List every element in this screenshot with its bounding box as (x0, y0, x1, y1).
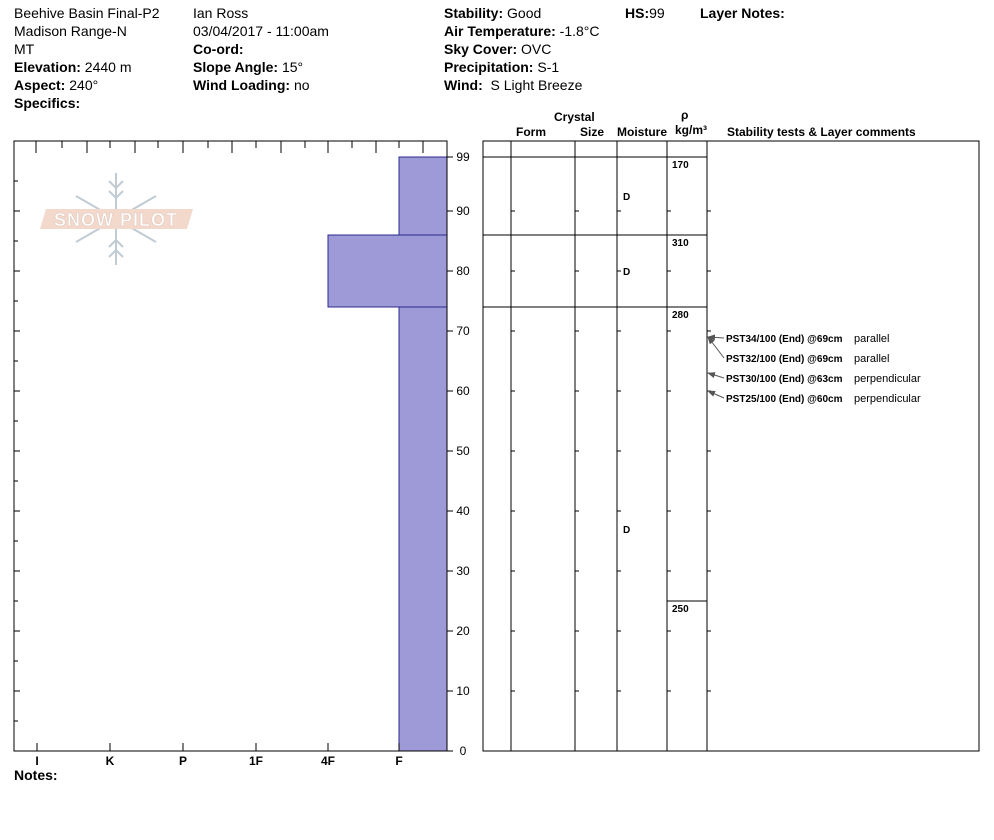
air-temp-label: Air Temperature: (444, 23, 556, 39)
stability-test-comment: parallel (854, 353, 889, 365)
moisture-label: D (623, 192, 630, 203)
height-tick-label: 80 (456, 264, 470, 278)
test-arrow (707, 372, 725, 379)
slope-value: 15° (281, 59, 304, 75)
stability-test-comment: perpendicular (854, 373, 921, 385)
location: Beehive Basin Final-P2 (14, 5, 160, 21)
test-arrow (707, 390, 725, 399)
hs: HS:99 (625, 4, 665, 22)
specifics-label: Specifics: (14, 95, 81, 111)
stability-test-comment: perpendicular (854, 393, 921, 405)
wind-value: S Light Breeze (490, 77, 583, 93)
air-temp-value: -1.8°C (559, 23, 600, 39)
notes: Notes: (14, 766, 58, 784)
aspect-value: 240° (69, 77, 99, 93)
height-tick-label: 99 (456, 150, 470, 164)
precip-value: S-1 (537, 59, 560, 75)
layer-table-frame (482, 140, 980, 752)
rho-header: ρ (681, 108, 689, 122)
elevation: Elevation: 2440 m (14, 58, 132, 76)
hardness-layer-bar (327, 234, 448, 308)
height-tick-label: 90 (456, 204, 470, 218)
sky-value: OVC (521, 41, 552, 57)
specifics: Specifics: (14, 94, 80, 112)
elevation-label: Elevation: (14, 59, 81, 75)
stability-test-label: PST32/100 (End) @69cm (726, 354, 843, 365)
observer: Ian Ross (193, 5, 249, 21)
datetime: 03/04/2017 - 11:00am (193, 23, 329, 39)
stability-test-label: PST34/100 (End) @69cm (726, 334, 843, 345)
precipitation: Precipitation: S-1 (444, 58, 559, 76)
moisture-label: D (623, 267, 630, 278)
height-tick-label: 40 (456, 504, 470, 518)
density-unit-header: kg/m³ (675, 123, 708, 137)
logo-text: SNOW PILOT (54, 210, 178, 230)
air-temperature: Air Temperature: -1.8°C (444, 22, 600, 40)
height-tick-label: 10 (456, 684, 470, 698)
layer-notes-label: Layer Notes: (700, 5, 785, 21)
density-value: 250 (672, 604, 689, 615)
density-value: 310 (672, 238, 689, 249)
notes-label: Notes: (14, 767, 58, 783)
moisture-header: Moisture (617, 125, 668, 139)
stability-test-label: PST25/100 (End) @60cm (726, 394, 843, 405)
moisture-label: D (623, 525, 630, 536)
elevation-value: 2440 m (84, 59, 132, 75)
sky-cover: Sky Cover: OVC (444, 40, 551, 58)
hardness-layer-bar (398, 306, 448, 752)
aspect-label: Aspect: (14, 77, 66, 93)
hardness-chart-frame (13, 140, 448, 752)
height-tick-label: 70 (456, 324, 470, 338)
aspect: Aspect: 240° (14, 76, 98, 94)
stability: Stability: Good (444, 4, 541, 22)
test-arrow (707, 336, 725, 359)
state: MT (14, 41, 35, 57)
crystal-header: Crystal (554, 110, 595, 124)
snowpilot-logo: SNOW PILOT (40, 173, 193, 265)
stability-value: Good (507, 5, 542, 21)
coord: Co-ord: (193, 40, 244, 58)
height-tick-label: 60 (456, 384, 470, 398)
wind: Wind: S Light Breeze (444, 76, 582, 94)
precip-label: Precipitation: (444, 59, 534, 75)
hs-label: HS: (625, 5, 650, 21)
hardness-label: K (106, 754, 115, 768)
layer-notes: Layer Notes: (700, 4, 785, 22)
comments-header: Stability tests & Layer comments (727, 125, 916, 139)
hardness-label: P (179, 754, 187, 768)
hardness-label: F (395, 754, 402, 768)
coord-label: Co-ord: (193, 41, 244, 57)
slope-label: Slope Angle: (193, 59, 279, 75)
hardness-label: 1F (249, 754, 263, 768)
form-header: Form (516, 125, 546, 139)
hardness-layer-bar (398, 156, 448, 236)
hs-value: 99 (649, 5, 665, 21)
stability-label: Stability: (444, 5, 504, 21)
wind-loading: Wind Loading: no (193, 76, 310, 94)
density-value: 170 (672, 160, 689, 171)
height-tick-label: 30 (456, 564, 470, 578)
range: Madison Range-N (14, 23, 127, 39)
height-tick-label: 20 (456, 624, 470, 638)
hardness-label: I (35, 754, 38, 768)
test-arrow (707, 334, 725, 341)
slope-angle: Slope Angle: 15° (193, 58, 303, 76)
wind-loading-value: no (293, 77, 310, 93)
height-tick-label: 0 (460, 744, 467, 758)
wind-loading-label: Wind Loading: (193, 77, 291, 93)
wind-label: Wind: (444, 77, 483, 93)
height-tick-label: 50 (456, 444, 470, 458)
density-value: 280 (672, 310, 689, 321)
sky-label: Sky Cover: (444, 41, 518, 57)
size-header: Size (580, 125, 605, 139)
stability-test-label: PST30/100 (End) @63cm (726, 374, 843, 385)
hardness-label: 4F (321, 754, 335, 768)
stability-test-comment: parallel (854, 333, 889, 345)
